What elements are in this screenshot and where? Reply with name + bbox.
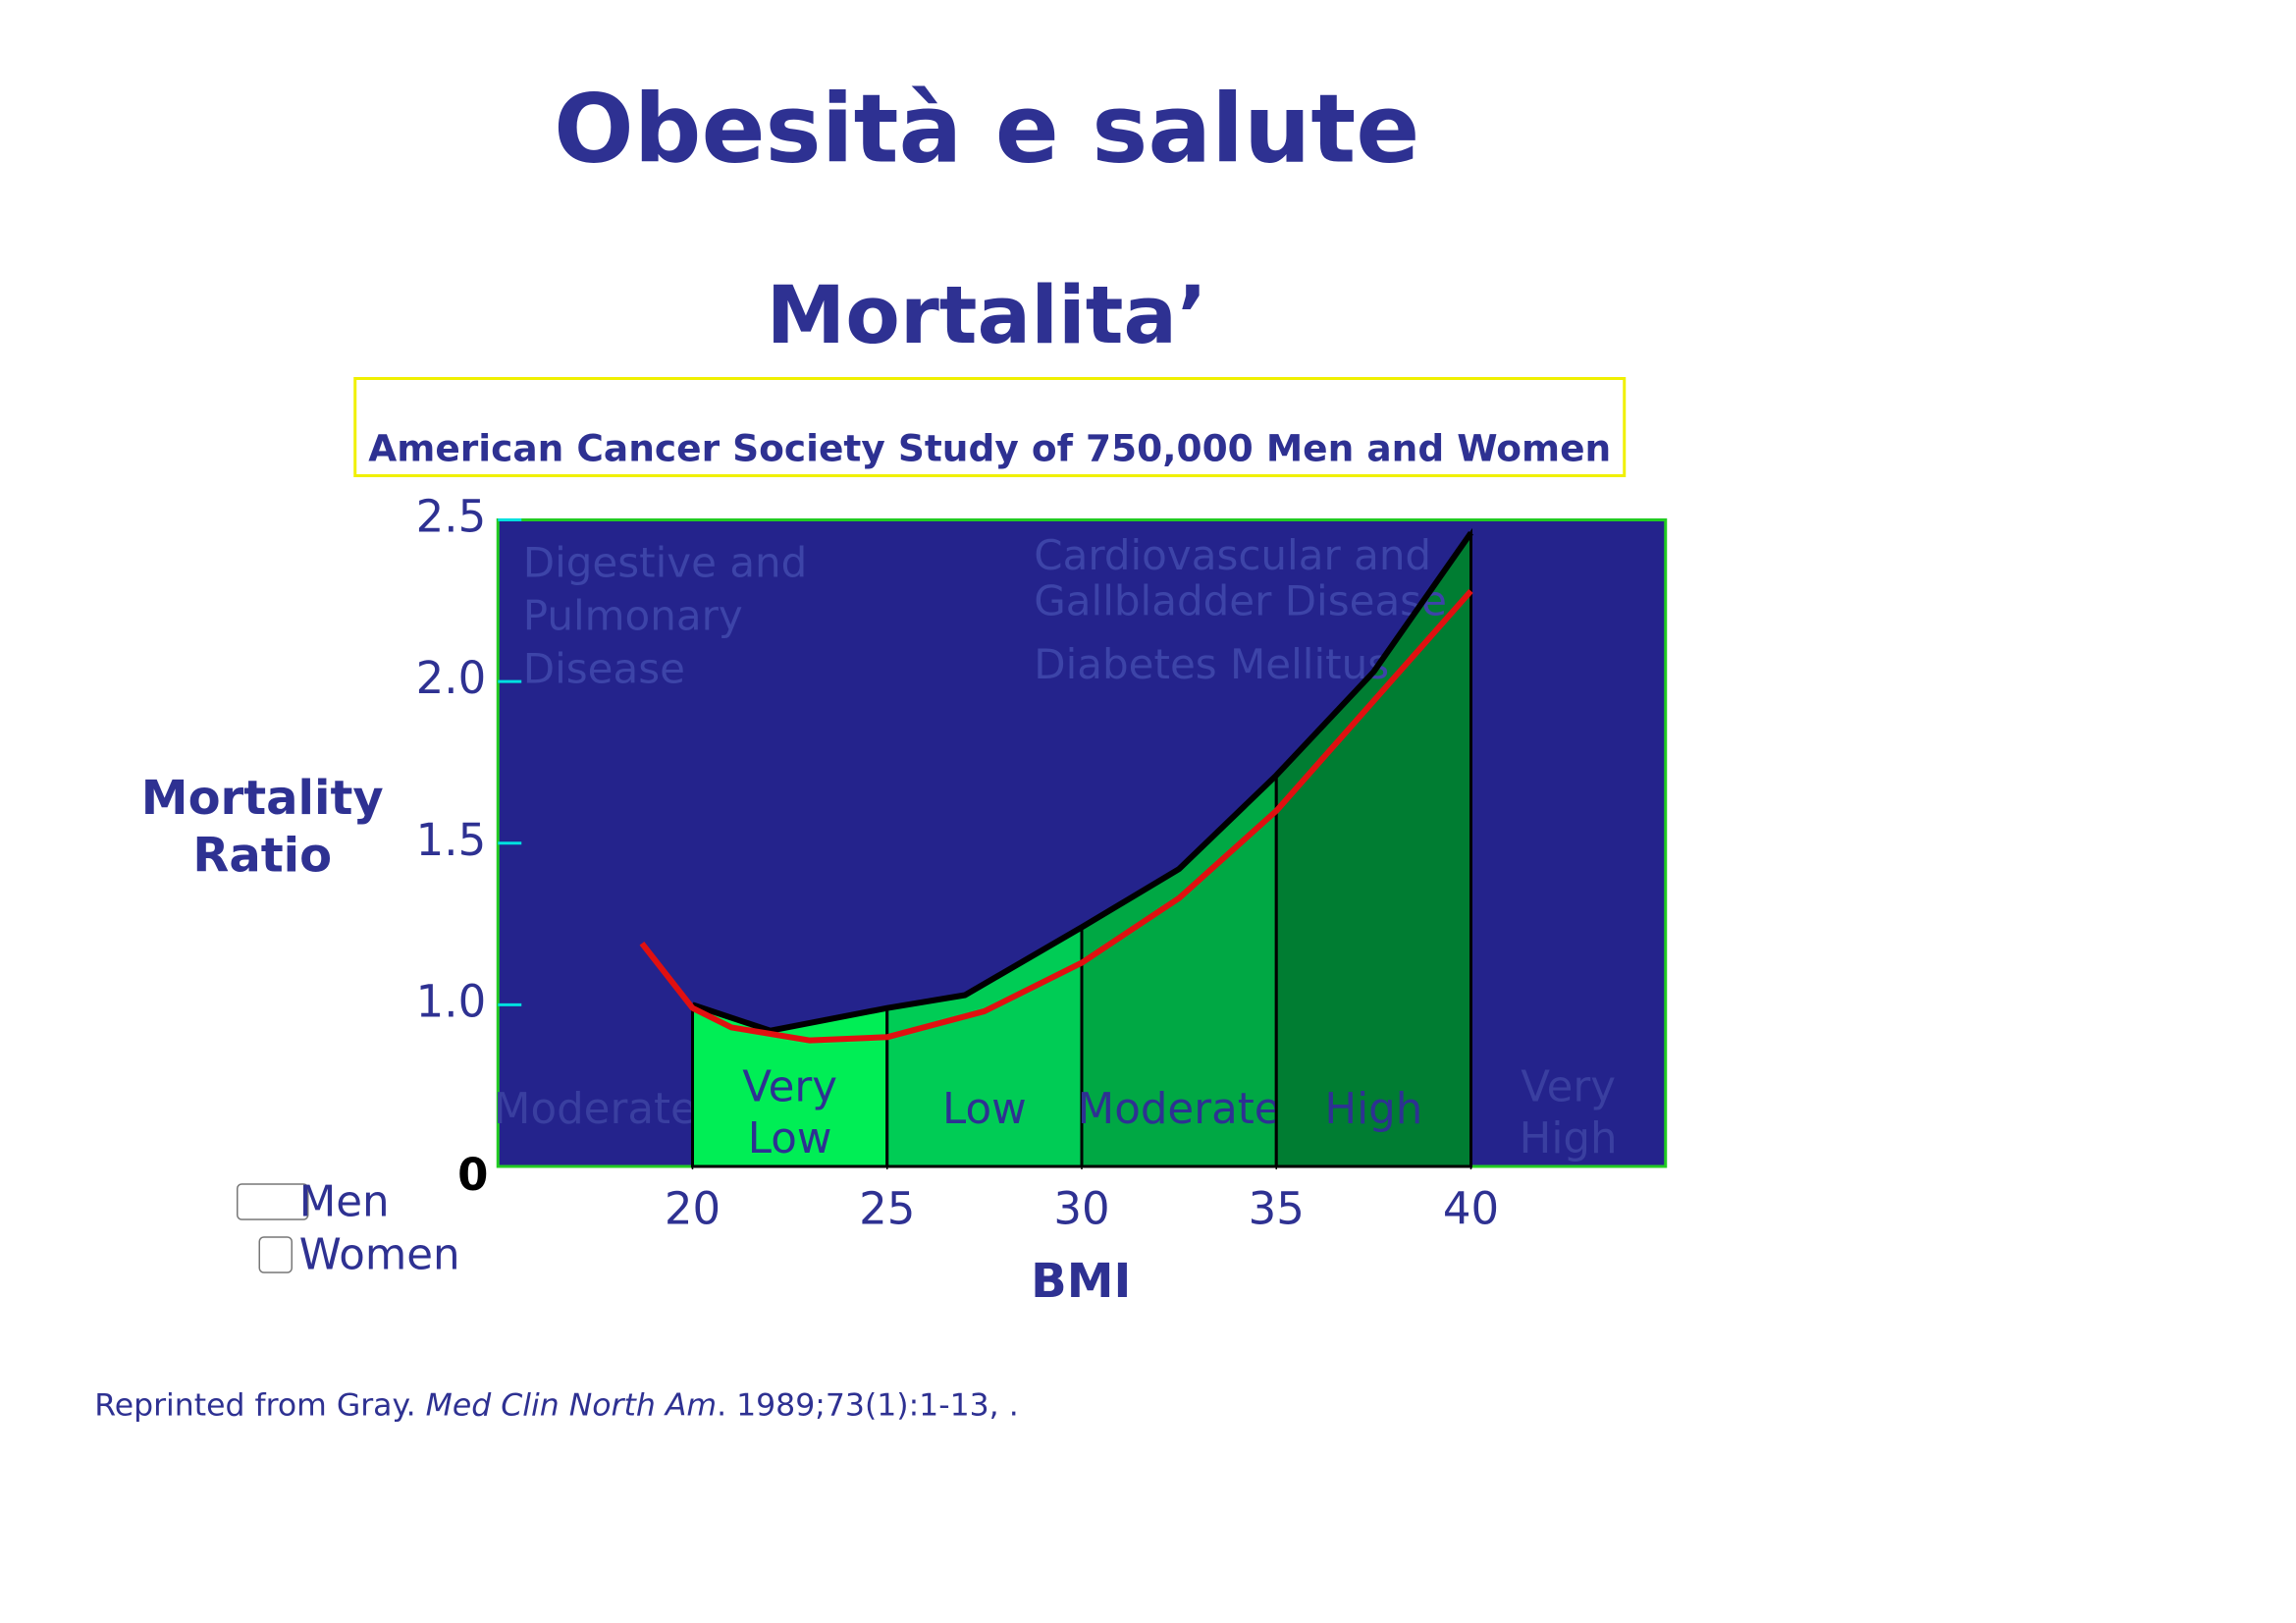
zone-label: High — [1520, 1114, 1618, 1163]
zone-label: Very — [742, 1063, 837, 1112]
y-tick-label: 2.0 — [416, 652, 487, 704]
annotation: Gallbladder Disease — [1034, 577, 1447, 625]
y-tick-label: 2.5 — [416, 491, 487, 543]
y-tick-label: 0 — [457, 1149, 488, 1201]
source-text: . 1989;73(1):1-13, . — [717, 1388, 1019, 1424]
slide-title: Obesità e salute — [554, 74, 1419, 184]
y-axis-label: Mortality — [141, 771, 384, 826]
title-box — [353, 377, 1627, 477]
y-tick-label: 1.5 — [416, 814, 487, 866]
y-axis-label: Ratio — [192, 829, 332, 884]
zone-label: Moderate — [1078, 1085, 1281, 1134]
annotation: Disease — [523, 645, 685, 693]
zone-label: Low — [942, 1085, 1027, 1134]
annotation: Pulmonary — [523, 592, 743, 640]
legend-icon — [258, 1236, 293, 1273]
zone-label: Very — [1521, 1063, 1616, 1112]
legend-label: Men — [299, 1178, 390, 1227]
annotation: Digestive and — [523, 539, 808, 587]
annotation: Cardiovascular and — [1034, 531, 1431, 579]
slide-subtitle: Mortalita’ — [767, 270, 1207, 362]
y-tick-label: 1.0 — [416, 975, 487, 1027]
legend-label: Women — [299, 1231, 460, 1280]
source-journal: Med Clin North Am — [426, 1388, 717, 1424]
series-line — [691, 530, 1473, 1034]
x-tick-label: 35 — [1249, 1183, 1305, 1235]
x-tick-label: 30 — [1053, 1183, 1109, 1235]
chart-title: American Cancer Society Study of 750,000… — [368, 427, 1611, 470]
zone-label: Moderate — [494, 1085, 697, 1134]
x-tick-label: 40 — [1443, 1183, 1499, 1235]
legend-icon — [236, 1183, 309, 1220]
x-tick-label: 20 — [665, 1183, 721, 1235]
x-axis-label: BMI — [1031, 1254, 1131, 1309]
x-tick-label: 25 — [859, 1183, 915, 1235]
source-text: Reprinted from Gray. — [94, 1388, 425, 1424]
annotation: Diabetes Mellitus — [1034, 640, 1389, 688]
series-line — [639, 588, 1473, 1044]
zone-label: High — [1324, 1085, 1422, 1134]
zone-label: Low — [748, 1114, 832, 1163]
source-note: Reprinted from Gray. Med Clin North Am. … — [94, 1388, 1018, 1424]
